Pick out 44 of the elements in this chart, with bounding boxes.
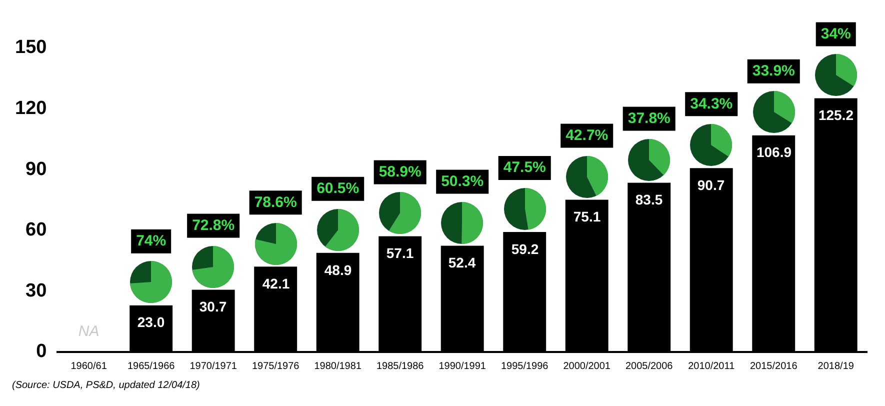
text: (Source: USDA, PS&D, updated 12/04/18) (11, 380, 201, 391)
data-label: 48.9 (324, 262, 352, 278)
data-label: 57.1 (386, 245, 414, 262)
text: 34% (820, 25, 851, 42)
data-label: 52.4 (448, 254, 476, 271)
x-tick-label: 1970/1971 (190, 360, 238, 372)
x-tick-label: 1990/1991 (438, 360, 486, 372)
data-label: 42.1 (262, 276, 290, 292)
annotation: 60.5% (316, 180, 360, 198)
y-tick-label: 90 (26, 158, 47, 180)
annotation: 33.9% (752, 62, 795, 80)
annotation: 42.7% (566, 126, 608, 144)
x-tick-label: 1960/61 (70, 360, 108, 372)
x-tick-label: 1995/1996 (500, 360, 549, 372)
x-tick-label: 2015/2016 (750, 360, 798, 372)
y-tick-label: 120 (15, 98, 47, 120)
x-tick-label: 2005/2006 (625, 360, 674, 372)
y-tick-label: 60 (26, 220, 47, 241)
annotation: 34.3% (690, 95, 733, 112)
x-tick-label: 1985/1986 (376, 360, 424, 372)
x-tick-label: 1975/1976 (252, 360, 300, 372)
data-label: 90.7 (697, 177, 725, 194)
annotation: 72.8% (192, 216, 235, 234)
annotation: 58.9% (378, 163, 422, 180)
y-tick-label: 30 (26, 280, 47, 302)
y-tick-label: 150 (15, 37, 47, 58)
data-label: 75.1 (573, 208, 601, 225)
x-tick-label: 2000/2001 (563, 360, 611, 372)
data-label: 106.9 (756, 144, 792, 160)
x-tick-label: 2018/19 (818, 360, 854, 372)
x-tick-label: 1980/1981 (314, 360, 362, 372)
data-label: 59.2 (511, 240, 539, 257)
data-label: 125.2 (818, 107, 854, 124)
annotation: 47.5% (503, 159, 546, 176)
data-label: 30.7 (199, 298, 227, 315)
data-label: 83.5 (635, 192, 663, 208)
x-tick-label: 1965/1966 (127, 360, 176, 372)
x-tick-label: 2010/2011 (688, 360, 736, 372)
annotation: 78.6% (254, 194, 297, 211)
annotation: 74% (136, 232, 166, 250)
annotation: 50.3% (441, 172, 484, 190)
y-tick-label: 0 (36, 341, 47, 362)
data-label: 23.0 (137, 314, 165, 330)
annotation: 37.8% (628, 110, 670, 127)
